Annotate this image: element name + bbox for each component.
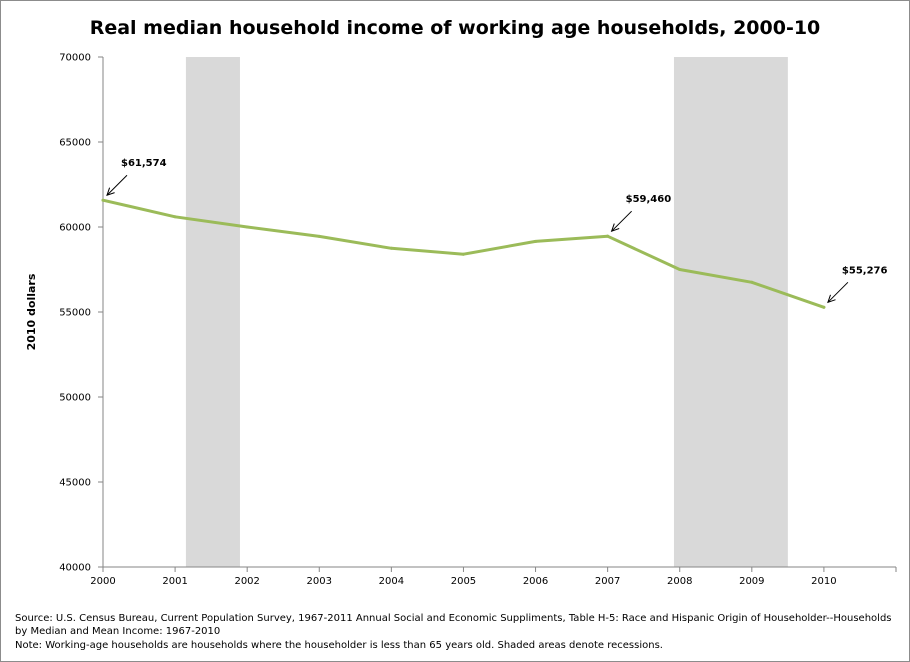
annotation-arrow-head [827,294,836,304]
data-point [173,215,177,219]
x-tick-label: 2008 [667,576,692,587]
y-tick-label: 40000 [59,563,91,574]
annotation-arrow-line [106,174,128,196]
chart-title: Real median household income of working … [90,17,821,39]
annotation-label: $59,460 [626,194,672,205]
x-tick-label: 2007 [595,576,620,587]
x-tick-label: 2006 [523,576,548,587]
data-point [461,252,465,256]
data-point [750,280,754,284]
data-point [534,239,538,243]
annotation-arrow-head [610,223,620,233]
x-tick-label: 2004 [379,576,404,587]
data-point [101,198,105,202]
annotation-label: $55,276 [842,265,888,276]
series-layer [101,198,826,309]
y-tick-label: 65000 [59,138,91,149]
y-tick-label: 55000 [59,308,91,319]
y-tick-label: 60000 [59,223,91,234]
annotation-label: $61,574 [121,158,167,169]
x-tick-label: 2005 [451,576,476,587]
annotations: $61,574 $59,460 $55,276 [106,158,888,304]
recession-shading [185,57,788,567]
source-note: Source: U.S. Census Bureau, Current Popu… [15,613,892,637]
axes: 40000 45000 50000 55000 60000 65000 70000 2000 2… [59,53,897,587]
y-axis-label: 2010 dollars [25,273,38,350]
x-tick-label: 2009 [739,576,764,587]
annotation-arrow-head [106,187,115,197]
recession-band-2 [673,57,788,567]
annotation-arrow-line [827,281,849,303]
annotation-arrow-line [611,210,632,232]
data-point [245,225,249,229]
recession-band-1 [185,57,240,567]
data-point [822,305,826,309]
x-tick-label: 2003 [307,576,332,587]
data-point [389,246,393,250]
y-tick-label: 50000 [59,393,91,404]
y-tick-label: 70000 [59,53,91,64]
x-tick-label: 2001 [162,576,187,587]
y-tick-label: 45000 [59,478,91,489]
data-point [678,268,682,271]
data-point [317,234,321,238]
x-tick-label: 2010 [811,576,836,587]
x-tick-label: 2000 [90,576,115,587]
definition-note: Note: Working-age households are househo… [15,640,663,651]
data-point [606,234,610,238]
x-tick-label: 2002 [234,576,259,587]
